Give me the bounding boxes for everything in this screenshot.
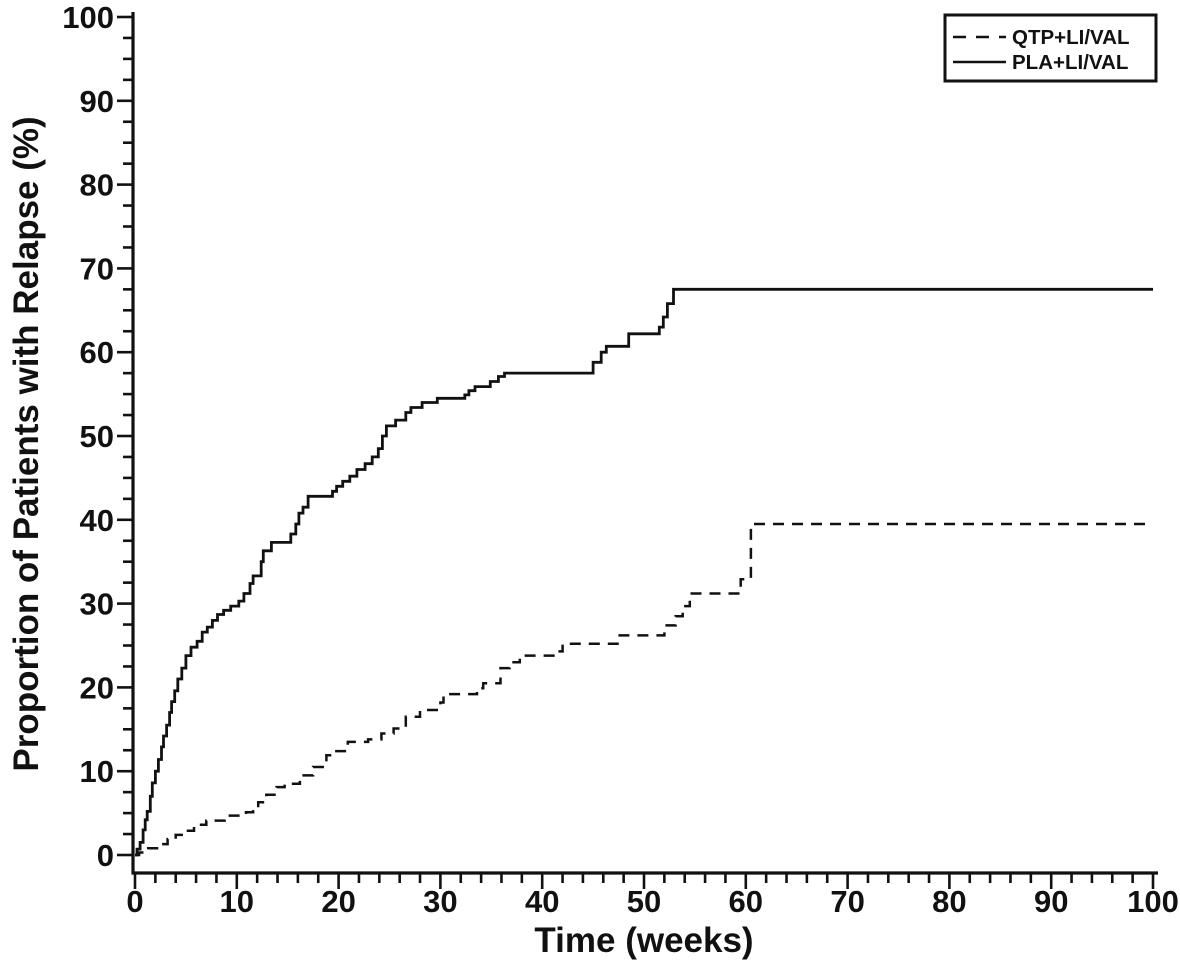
x-tick-label: 100 — [1127, 884, 1179, 919]
x-tick-label: 30 — [423, 884, 457, 919]
x-tick-label: 20 — [321, 884, 355, 919]
y-tick-label: 90 — [80, 84, 114, 119]
legend-box — [943, 13, 1158, 83]
y-tick-label: 10 — [80, 754, 114, 789]
series-line-pla-li-val — [135, 287, 1153, 857]
legend-label: PLA+LI/VAL — [1012, 51, 1128, 74]
x-tick-label: 80 — [932, 884, 966, 919]
x-tick-label: 10 — [220, 884, 254, 919]
series-line-qtp-li-val — [135, 522, 1153, 857]
y-tick-label: 70 — [80, 251, 114, 286]
y-tick-label: 100 — [62, 0, 114, 35]
x-tick-label: 40 — [525, 884, 559, 919]
x-tick-label: 0 — [126, 884, 143, 919]
x-axis-title: Time (weeks) — [534, 921, 753, 960]
y-tick-label: 50 — [80, 419, 114, 454]
chart-generated-content: 0 10 20 30 40 50 60 70 80 90 100 0 10 20 30 40 50 60 70 80 9… — [62, 0, 1179, 919]
y-tick-label: 20 — [80, 670, 114, 705]
y-tick-label: 30 — [80, 587, 114, 622]
x-tick-label: 60 — [729, 884, 763, 919]
legend-label: QTP+LI/VAL — [1012, 26, 1130, 49]
y-tick-label: 60 — [80, 335, 114, 370]
x-tick-label: 50 — [627, 884, 661, 919]
axis-lines — [131, 12, 1158, 875]
y-tick-label: 40 — [80, 503, 114, 538]
x-tick-label: 70 — [830, 884, 864, 919]
x-tick-label: 90 — [1034, 884, 1068, 919]
y-tick-label: 0 — [97, 838, 114, 873]
y-tick-label: 80 — [80, 168, 114, 203]
y-axis-title: Proportion of Patients with Relapse (%) — [7, 116, 46, 771]
